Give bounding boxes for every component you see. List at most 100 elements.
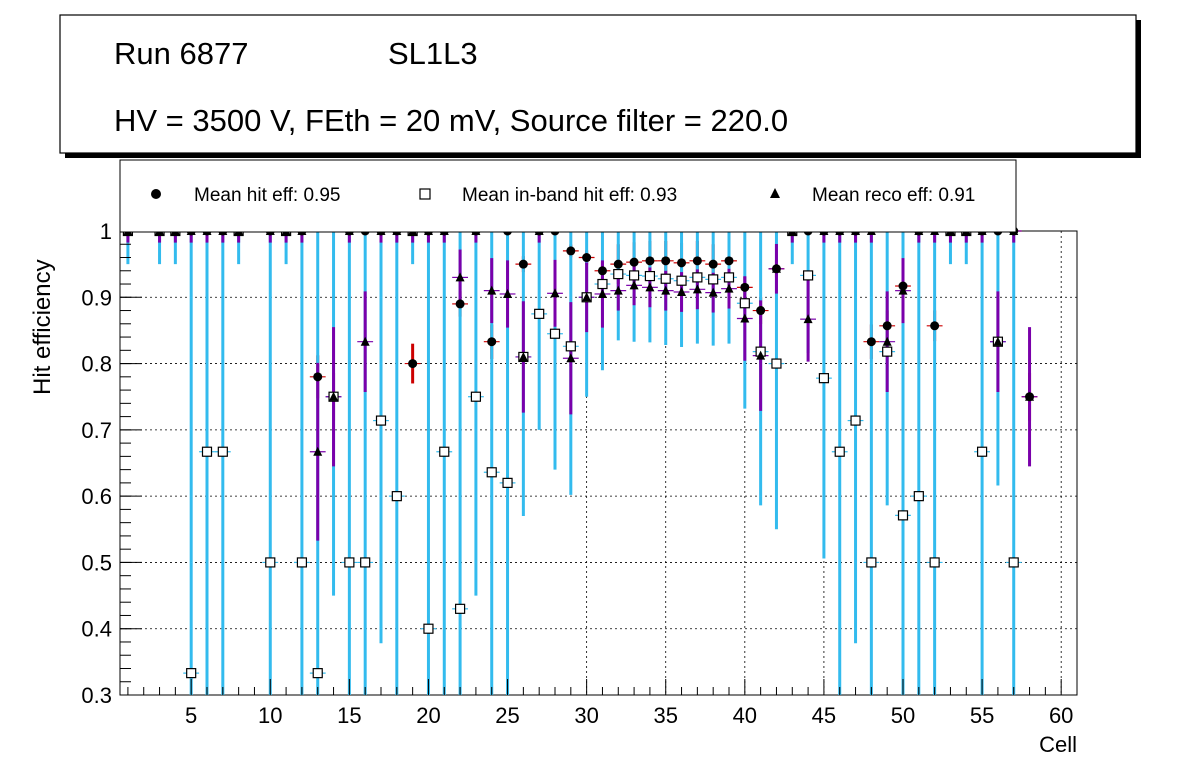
inband-point bbox=[613, 268, 624, 280]
y-tick-label: 0.9 bbox=[81, 285, 112, 310]
axis-ticks: 5 10 15 20 25 30 35 40 45 50 55 60 0.3 0.4 0.5 0.6 0.7 0.… bbox=[81, 219, 1073, 728]
hit-point bbox=[566, 246, 576, 256]
reco-point bbox=[455, 272, 465, 282]
reco-point bbox=[566, 353, 576, 363]
inband-point bbox=[897, 510, 909, 521]
inband-point bbox=[628, 270, 640, 281]
hit-point bbox=[740, 282, 750, 292]
layer-label: SL1L3 bbox=[388, 36, 478, 71]
x-tick-label: 60 bbox=[1049, 703, 1073, 728]
inband-point bbox=[296, 557, 308, 568]
legend-inband-marker bbox=[419, 188, 431, 200]
hit-point bbox=[661, 256, 671, 266]
inband-point bbox=[692, 272, 703, 283]
inband-point bbox=[534, 308, 545, 319]
y-tick-label: 1 bbox=[100, 219, 112, 244]
inband-point bbox=[802, 270, 814, 281]
reco-point bbox=[597, 288, 607, 298]
conditions-label: HV = 3500 V, FEth = 20 mV, Source filter… bbox=[114, 103, 788, 138]
hit-point bbox=[455, 299, 465, 309]
inband-point bbox=[676, 275, 687, 286]
reco-point bbox=[692, 284, 702, 294]
reco-point bbox=[740, 313, 750, 323]
hit-point bbox=[692, 256, 702, 266]
inband-point bbox=[423, 623, 434, 634]
title-box: Run 6877 SL1L3 HV = 3500 V, FEth = 20 mV… bbox=[59, 14, 1141, 158]
reco-point bbox=[803, 314, 813, 324]
legend-hit-label: Mean hit eff: 0.95 bbox=[194, 185, 340, 206]
inband-point bbox=[850, 415, 861, 426]
y-tick-label: 0.4 bbox=[81, 617, 112, 642]
y-tick-label: 0.5 bbox=[81, 550, 112, 575]
hit-point bbox=[518, 259, 528, 269]
inband-point bbox=[660, 273, 671, 284]
reco-point bbox=[613, 285, 623, 295]
x-tick-label: 50 bbox=[891, 703, 915, 728]
hit-point bbox=[408, 359, 418, 369]
inband-point bbox=[1008, 557, 1019, 568]
inband-point bbox=[929, 557, 940, 568]
hit-point bbox=[756, 306, 766, 316]
legend-box bbox=[119, 159, 1017, 233]
hit-point bbox=[313, 372, 323, 382]
legend-hit-marker bbox=[151, 189, 161, 199]
hit-point bbox=[708, 259, 718, 269]
inband-point bbox=[375, 415, 387, 426]
x-tick-label: 10 bbox=[258, 703, 282, 728]
inband-point bbox=[344, 557, 355, 568]
x-tick-label: 15 bbox=[337, 703, 361, 728]
reco-point bbox=[661, 285, 671, 295]
inband-point bbox=[976, 446, 988, 457]
reco-point bbox=[645, 282, 655, 292]
inband-point bbox=[486, 467, 497, 478]
inband-point bbox=[201, 446, 213, 457]
hit-point bbox=[597, 266, 607, 276]
inband-point bbox=[439, 446, 450, 457]
inband-point bbox=[834, 446, 845, 457]
inband-point bbox=[312, 668, 323, 679]
reco-point bbox=[329, 391, 339, 401]
hit-point bbox=[677, 258, 687, 268]
reco-point bbox=[582, 292, 592, 302]
reco-point bbox=[1025, 391, 1035, 401]
x-tick-label: 35 bbox=[653, 703, 677, 728]
y-tick-label: 0.6 bbox=[81, 484, 112, 509]
inband-point bbox=[644, 270, 656, 282]
hit-point bbox=[866, 337, 876, 347]
y-tick-label: 0.3 bbox=[81, 683, 112, 708]
inband-point bbox=[723, 272, 735, 283]
inband-point bbox=[265, 557, 276, 568]
inband-point bbox=[866, 557, 877, 568]
inband-point bbox=[454, 603, 466, 614]
hit-point bbox=[724, 256, 734, 266]
inband-point bbox=[549, 328, 561, 339]
y-axis-title: Hit efficiency bbox=[29, 259, 56, 395]
inband-point bbox=[882, 346, 893, 357]
x-tick-label: 30 bbox=[574, 703, 598, 728]
inband-point bbox=[360, 557, 371, 568]
hit-point bbox=[582, 253, 592, 263]
legend-reco-label: Mean reco eff: 0.91 bbox=[812, 185, 975, 206]
reco-point bbox=[313, 446, 323, 456]
legend: Mean hit eff: 0.95 Mean in-band hit eff:… bbox=[119, 159, 1017, 233]
inband-point bbox=[818, 373, 830, 384]
y-tick-label: 0.8 bbox=[81, 352, 112, 377]
inband-point bbox=[391, 491, 402, 502]
reco-point bbox=[724, 283, 734, 293]
reco-point bbox=[882, 336, 892, 346]
x-axis-title: Cell bbox=[1039, 732, 1077, 757]
reco-point bbox=[993, 336, 1003, 346]
inband-point bbox=[771, 358, 782, 369]
inband-point bbox=[186, 668, 197, 679]
reco-point bbox=[771, 263, 781, 273]
reco-point bbox=[677, 286, 687, 296]
hit-point bbox=[629, 257, 639, 267]
reco-point bbox=[898, 285, 908, 295]
hit-point bbox=[487, 337, 497, 347]
hit-point bbox=[930, 321, 940, 331]
reco-point bbox=[518, 351, 528, 361]
reco-point bbox=[708, 287, 718, 297]
legend-reco-marker bbox=[770, 188, 780, 198]
inband-point bbox=[913, 491, 924, 502]
